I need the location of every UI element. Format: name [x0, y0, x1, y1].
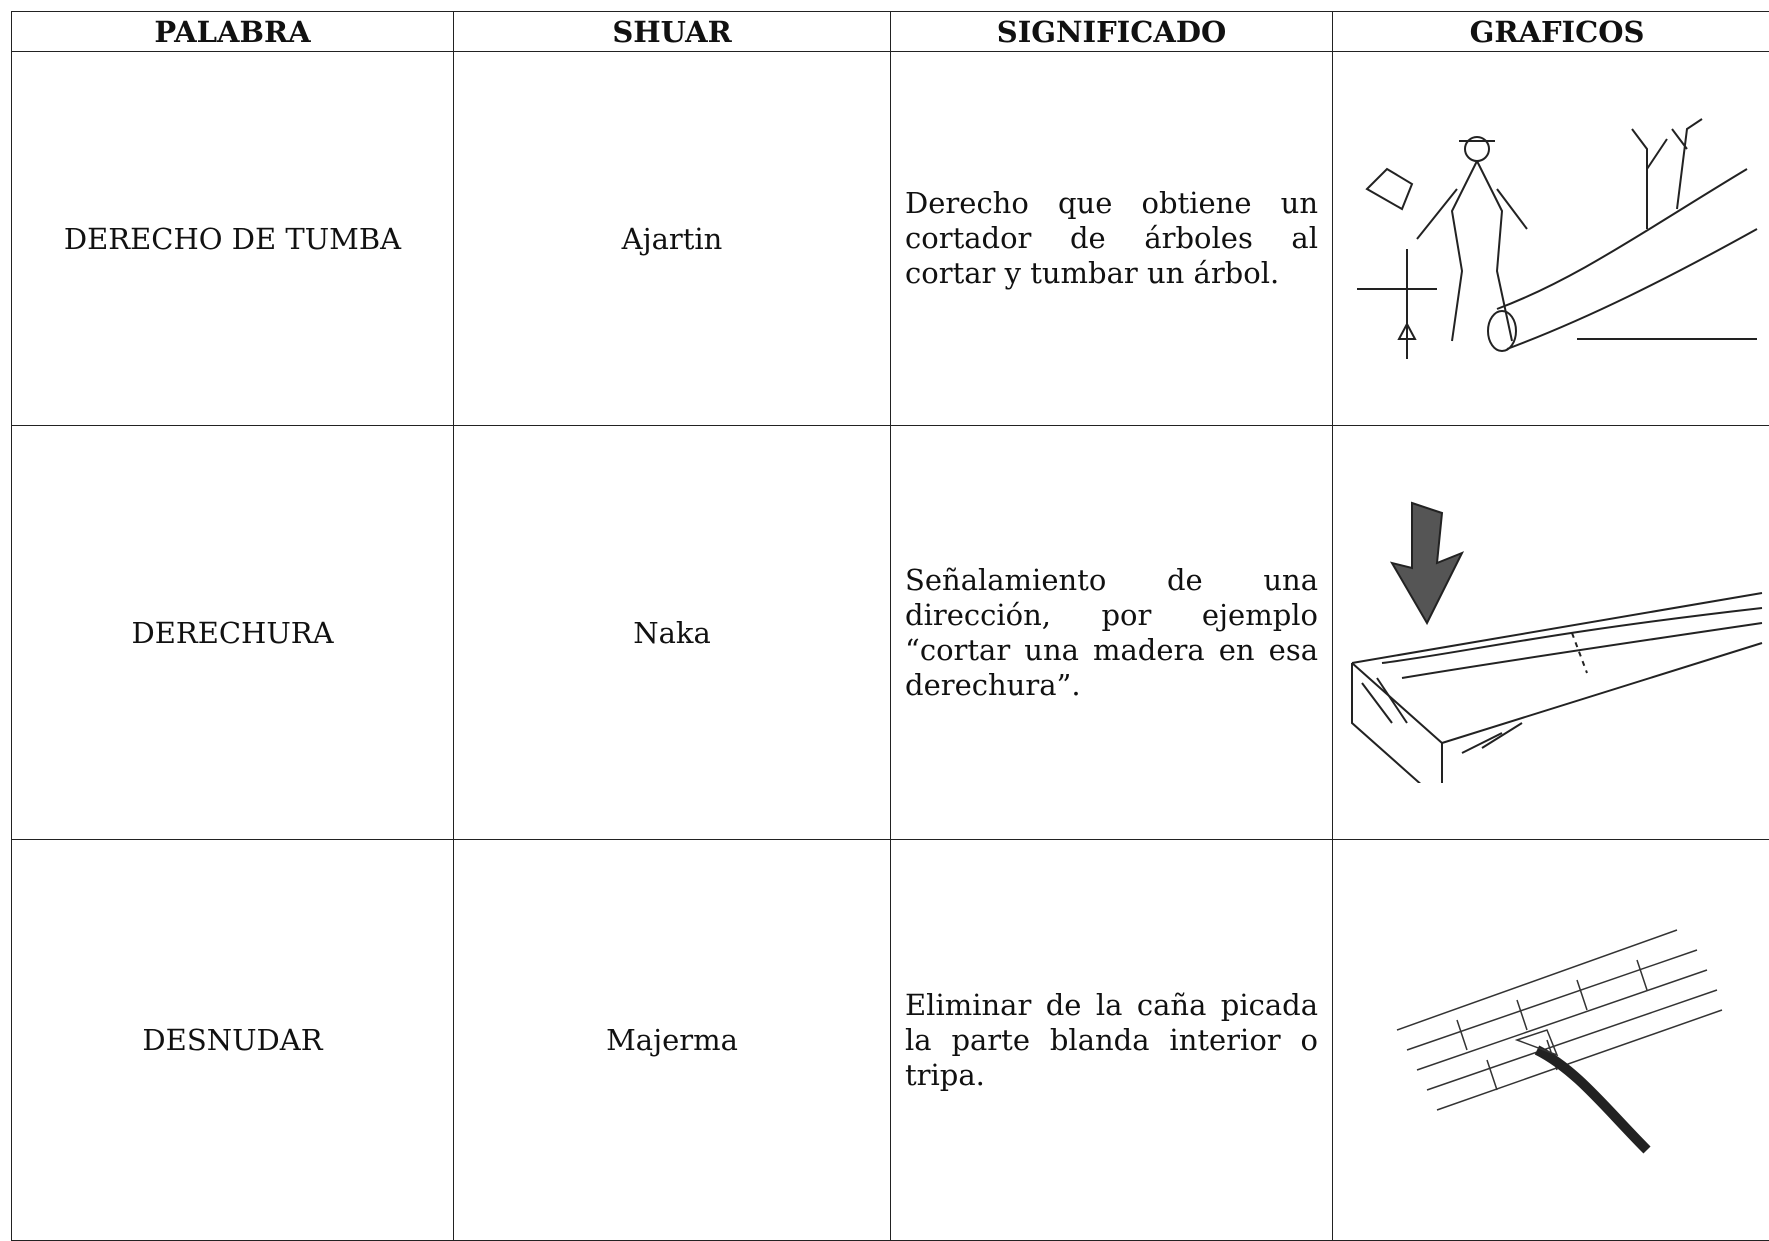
sketch-board [1342, 483, 1769, 783]
sketch-cane [1377, 910, 1737, 1170]
graphic [1333, 840, 1769, 1241]
shuar: Majerma [454, 840, 891, 1241]
shuar: Ajartin [454, 52, 891, 426]
header-cell: PALABRA [12, 12, 454, 52]
word: DERECHO DE TUMBA [12, 52, 454, 426]
row: DERECHURA Naka Señalamiento de una direc… [12, 426, 1769, 840]
glossary-table: PALABRA SHUAR SIGNIFICADO GRAFICOS DEREC… [11, 11, 1769, 1241]
meaning: Eliminar de la caña picada la parte blan… [891, 840, 1333, 1241]
word: DESNUDAR [12, 840, 454, 1241]
header-cell: SHUAR [454, 12, 891, 52]
graphic [1333, 426, 1769, 840]
word: DERECHURA [12, 426, 454, 840]
row: DERECHO DE TUMBA Ajartin Derecho que obt… [12, 52, 1769, 426]
shuar: Naka [454, 426, 891, 840]
header-cell: SIGNIFICADO [891, 12, 1333, 52]
graphic [1333, 52, 1769, 426]
row: DESNUDAR Majerma Eliminar de la caña pic… [12, 840, 1769, 1241]
meaning: Derecho que obtiene un cortador de árbol… [891, 52, 1333, 426]
header-row: PALABRA SHUAR SIGNIFICADO GRAFICOS [12, 12, 1769, 52]
sketch-tree-cutter [1347, 109, 1767, 369]
header-cell: GRAFICOS [1333, 12, 1769, 52]
meaning: Señalamiento de una dirección, por ejemp… [891, 426, 1333, 840]
